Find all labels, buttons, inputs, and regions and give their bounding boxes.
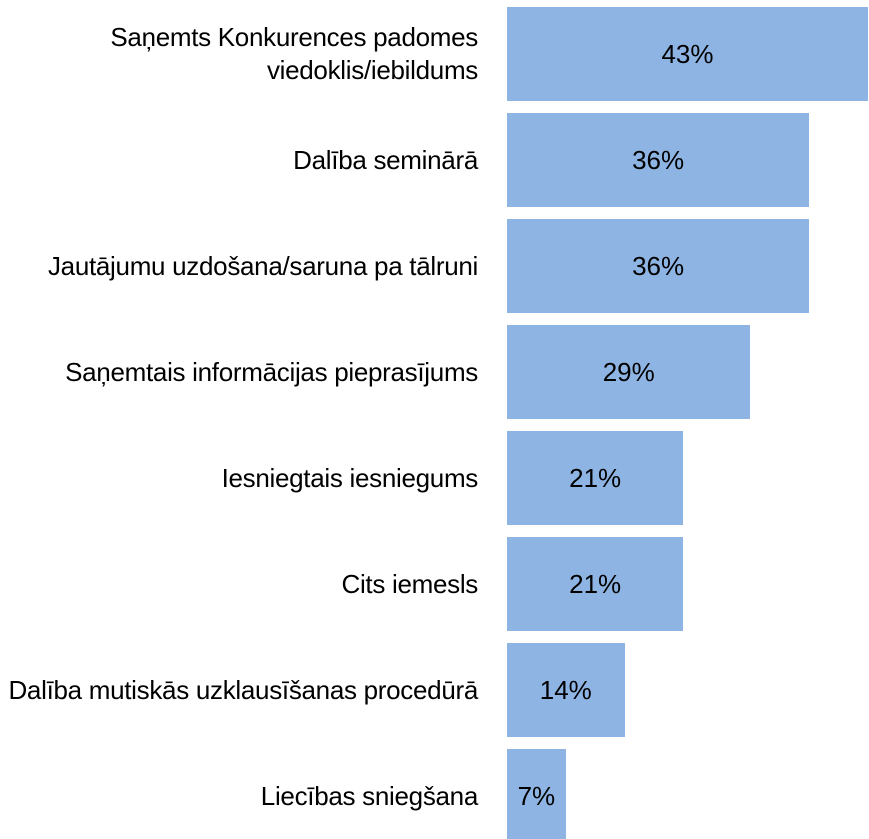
bar <box>507 113 810 207</box>
value-label: 21% <box>569 462 622 493</box>
category-label: Dalība mutiskās uzklausīšanas procedūrā <box>0 643 478 737</box>
category-label: Dalība seminārā <box>0 113 478 207</box>
bar <box>507 537 684 631</box>
bar-row: Saņemtais informācijas pieprasījums 29% <box>0 325 869 419</box>
bar-row: Dalība seminārā 36% <box>0 113 869 207</box>
bar <box>507 325 751 419</box>
category-text: Cits iemesls <box>341 568 478 599</box>
category-label: Saņemts Konkurences padomes viedoklis/ie… <box>0 7 478 101</box>
value-label: 36% <box>632 250 685 281</box>
value-label: 7% <box>517 780 556 811</box>
bar-row: Jautājumu uzdošana/saruna pa tālruni 36% <box>0 219 869 313</box>
bar-row: Dalība mutiskās uzklausīšanas procedūrā 1… <box>0 643 869 737</box>
category-label: Cits iemesls <box>0 537 478 631</box>
category-label: Jautājumu uzdošana/saruna pa tālruni <box>0 219 478 313</box>
bar <box>507 643 625 737</box>
bar <box>507 7 868 101</box>
value-label: 21% <box>569 568 622 599</box>
category-text: Saņemts Konkurences padomes viedoklis/ie… <box>110 22 478 85</box>
category-text: Liecības sniegšana <box>260 780 479 811</box>
category-text: Jautājumu uzdošana/saruna pa tālruni <box>47 250 478 281</box>
value-label: 29% <box>602 356 655 387</box>
bar <box>507 749 566 839</box>
bar-row: Saņemts Konkurences padomes viedoklis/ie… <box>0 7 869 101</box>
bar-row: Iesniegtais iesniegums 21% <box>0 431 869 525</box>
category-label: Liecības sniegšana <box>0 749 479 839</box>
bar-row: Liecības sniegšana 7% <box>0 749 869 839</box>
bar-row: Cits iemesls 21% <box>0 537 869 631</box>
category-text: Saņemtais informācijas pieprasījums <box>65 356 478 387</box>
category-label: Iesniegtais iesniegums <box>0 431 479 525</box>
value-label: 43% <box>661 38 714 69</box>
bar <box>507 219 810 313</box>
category-text: Dalība mutiskās uzklausīšanas procedūrā <box>8 674 478 705</box>
value-label: 14% <box>539 674 592 705</box>
category-text: Iesniegtais iesniegums <box>221 462 479 493</box>
category-label: Saņemtais informācijas pieprasījums <box>0 325 478 419</box>
value-label: 36% <box>632 144 685 175</box>
category-text: Dalība seminārā <box>293 144 478 175</box>
bar <box>507 431 684 525</box>
